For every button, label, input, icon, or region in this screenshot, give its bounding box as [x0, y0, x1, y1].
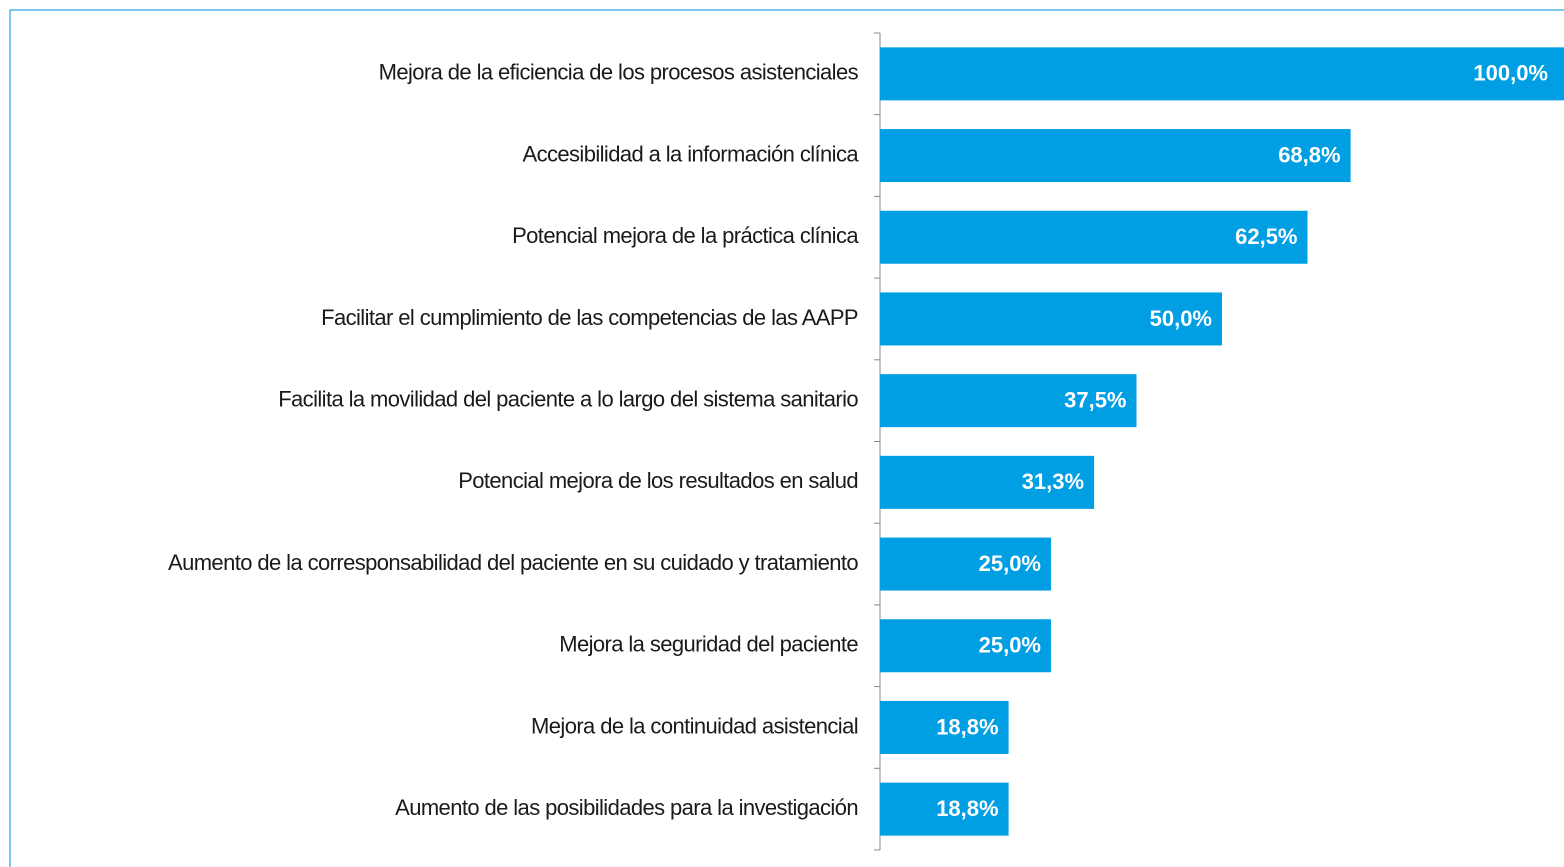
value-label: 31,3% [1022, 469, 1084, 494]
bar [880, 455, 1095, 509]
value-label: 50,0% [1150, 306, 1212, 331]
bar [880, 210, 1308, 264]
bar [880, 129, 1351, 183]
bar [880, 47, 1564, 101]
value-label: 62,5% [1235, 224, 1297, 249]
bar [880, 700, 1009, 754]
category-label: Accesibilidad a la información clínica [523, 141, 860, 166]
value-label: 18,8% [936, 796, 998, 821]
category-label: Facilita la movilidad del paciente a lo … [278, 386, 858, 411]
chart-frame [9, 9, 1564, 867]
bar [880, 619, 1051, 673]
category-label: Mejora la seguridad del paciente [559, 632, 858, 657]
bar [880, 782, 1009, 836]
value-label: 68,8% [1278, 142, 1340, 167]
value-label: 100,0% [1473, 61, 1548, 86]
category-label: Mejora de la eficiencia de los procesos … [379, 60, 859, 85]
bar [880, 292, 1222, 346]
category-label: Facilitar el cumplimiento de las compete… [321, 305, 858, 330]
value-label: 18,8% [936, 714, 998, 739]
value-label: 25,0% [979, 633, 1041, 658]
category-label: Potencial mejora de la práctica clínica [512, 223, 859, 248]
category-label: Aumento de las posibilidades para la inv… [395, 795, 858, 820]
value-label: 25,0% [979, 551, 1041, 576]
bar [880, 537, 1051, 591]
category-label: Mejora de la continuidad asistencial [531, 713, 858, 738]
category-label: Potencial mejora de los resultados en sa… [458, 468, 858, 493]
value-label: 37,5% [1064, 387, 1126, 412]
bar [880, 374, 1137, 428]
category-label: Aumento de la corresponsabilidad del pac… [168, 550, 858, 575]
